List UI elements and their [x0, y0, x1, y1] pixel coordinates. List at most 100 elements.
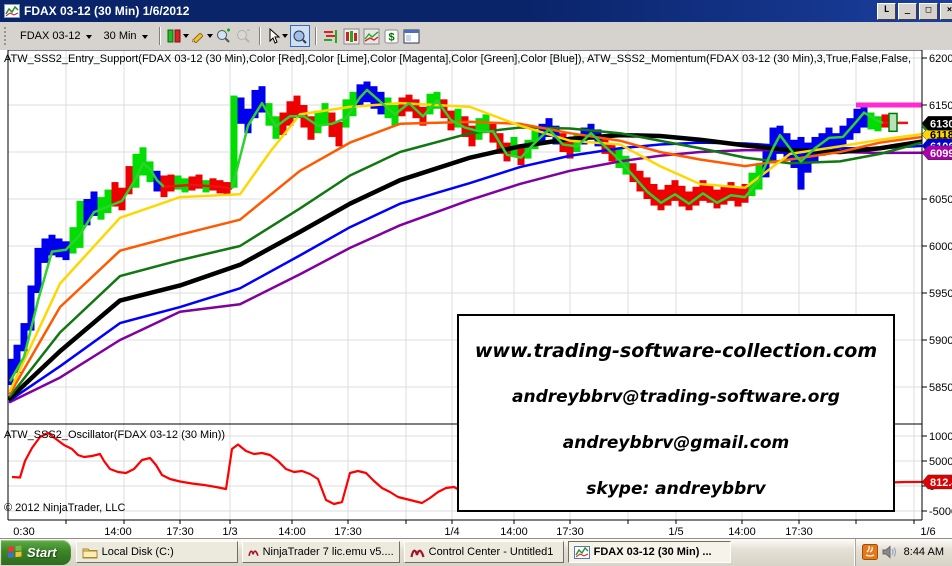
drawing-tools-button[interactable] — [190, 25, 214, 47]
ninjatrader-icon — [410, 549, 425, 557]
chevron-down-icon — [282, 34, 289, 38]
panel-button[interactable] — [402, 25, 422, 47]
interval-dropdown[interactable]: 30 Min — [98, 28, 154, 44]
task-control-center[interactable]: Control Center - Untitled1 — [403, 541, 564, 563]
interval-label: 30 Min — [103, 30, 137, 42]
svg-text:14:00: 14:00 — [278, 526, 306, 538]
svg-text:5900.0: 5900.0 — [929, 335, 952, 347]
svg-text:1/5: 1/5 — [668, 526, 683, 538]
price-levels-icon — [324, 29, 338, 43]
chevron-down-icon — [207, 34, 214, 38]
svg-text:1/3: 1/3 — [222, 526, 237, 538]
price-levels-button[interactable] — [322, 25, 342, 47]
svg-text:6118.5: 6118.5 — [930, 130, 952, 142]
dollar-button[interactable]: $ — [382, 25, 402, 47]
watermark-url: www.trading-software-collection.com — [474, 340, 878, 362]
watermark-email-1: andreybbrv@trading-software.org — [512, 387, 840, 407]
taskbar: Start Local Disk (C:) NinjaTrader 7 lic.… — [0, 538, 952, 566]
svg-text:$: $ — [389, 31, 395, 43]
watermark-skype: skype: andreybbrv — [586, 479, 766, 499]
svg-text:812.42: 812.42 — [930, 477, 952, 489]
task-ninjatrader[interactable]: NinjaTrader 7 lic.emu v5.... — [241, 541, 400, 563]
oscillator-label: ATW_SSS2_Oscillator(FDAX 03-12 (30 Min)) — [4, 429, 226, 441]
windows-logo-icon — [8, 545, 22, 558]
indicators-icon — [363, 28, 380, 44]
svg-text:5000: 5000 — [929, 456, 952, 468]
draw-icon — [191, 32, 204, 44]
toolbar-separator — [158, 27, 161, 45]
toolbar-separator — [314, 27, 317, 45]
watermark-email-2: andreybbrv@gmail.com — [562, 433, 790, 453]
panel-icon — [403, 29, 420, 43]
instrument-dropdown[interactable]: FDAX 03-12 — [14, 28, 98, 44]
svg-text:17:30: 17:30 — [334, 526, 362, 538]
svg-text:14:00: 14:00 — [104, 526, 132, 538]
task-local-disk[interactable]: Local Disk (C:) — [75, 541, 238, 563]
task-label: Control Center - Untitled1 — [428, 546, 554, 558]
price-chart-canvas[interactable]: 6200.06150.06100.06050.06000.05950.05900… — [0, 50, 952, 538]
task-label: FDAX 03-12 (30 Min) ... — [593, 546, 712, 558]
toolbar-separator — [258, 27, 261, 45]
svg-text:6130.5: 6130.5 — [930, 118, 952, 130]
svg-text:0:30: 0:30 — [13, 526, 34, 538]
volume-icon[interactable] — [882, 545, 898, 559]
chart-area[interactable]: 6200.06150.06100.06050.06000.05950.05900… — [0, 50, 952, 538]
cursor-icon — [269, 28, 281, 44]
svg-text:-5000: -5000 — [929, 506, 952, 518]
chart-type-icon — [343, 28, 360, 44]
chevron-down-icon — [141, 34, 148, 39]
copyright-label: © 2012 NinjaTrader, LLC — [4, 502, 126, 514]
window-title: FDAX 03-12 (30 Min) 1/6/2012 — [24, 4, 190, 18]
toolbar-grip[interactable] — [4, 27, 9, 45]
chart-window-icon — [4, 4, 20, 18]
svg-text:14:00: 14:00 — [728, 526, 756, 538]
indicators-button[interactable] — [362, 25, 382, 47]
chart-type-button[interactable] — [342, 25, 362, 47]
svg-text:1/6: 1/6 — [920, 526, 935, 538]
svg-text:17:30: 17:30 — [556, 526, 584, 538]
system-tray: 8:44 AM — [854, 538, 952, 566]
zoom-in-icon — [217, 28, 231, 43]
task-fdax-chart[interactable]: FDAX 03-12 (30 Min) ... — [567, 541, 731, 563]
svg-text:6050.0: 6050.0 — [929, 194, 952, 206]
watermark-box: www.trading-software-collection.com andr… — [457, 314, 895, 512]
svg-text:5850.0: 5850.0 — [929, 382, 952, 394]
svg-text:6000.0: 6000.0 — [929, 241, 952, 253]
ninjatrader-icon — [247, 549, 259, 556]
link-button[interactable]: L — [877, 2, 896, 20]
minimize-button[interactable]: _ — [898, 2, 917, 20]
chart-toolbar: FDAX 03-12 30 Min — [0, 22, 952, 51]
task-label: NinjaTrader 7 lic.emu v5.... — [262, 546, 394, 558]
zoom-out-button[interactable] — [234, 25, 254, 47]
svg-text:17:30: 17:30 — [166, 526, 194, 538]
data-box-icon — [293, 30, 307, 44]
start-button[interactable]: Start — [1, 539, 71, 565]
zoom-out-icon — [237, 28, 251, 43]
zoom-in-button[interactable] — [214, 25, 234, 47]
taskbar-clock[interactable]: 8:44 AM — [903, 546, 944, 558]
svg-text:6150.0: 6150.0 — [929, 100, 952, 112]
java-icon[interactable] — [861, 544, 878, 560]
svg-text:17:30: 17:30 — [785, 526, 813, 538]
svg-text:6200.0: 6200.0 — [929, 53, 952, 65]
svg-text:14:00: 14:00 — [500, 526, 528, 538]
instrument-label: FDAX 03-12 — [20, 30, 81, 42]
task-label: Local Disk (C:) — [101, 546, 174, 558]
chevron-down-icon — [85, 34, 92, 39]
cursor-button[interactable] — [266, 25, 290, 47]
svg-text:5950.0: 5950.0 — [929, 288, 952, 300]
maximize-button[interactable]: □ — [919, 2, 938, 20]
chart-style-icon — [167, 29, 181, 43]
svg-text:6099.2: 6099.2 — [930, 148, 952, 160]
data-box-button[interactable] — [289, 25, 310, 47]
dollar-icon: $ — [384, 29, 399, 43]
svg-text:10000: 10000 — [929, 431, 952, 443]
close-button[interactable]: × — [940, 2, 952, 20]
window-titlebar[interactable]: FDAX 03-12 (30 Min) 1/6/2012 L _ □ × — [0, 0, 952, 22]
svg-text:1/4: 1/4 — [444, 526, 459, 538]
indicator-label: ATW_SSS2_Entry_Support(FDAX 03-12 (30 Mi… — [4, 53, 912, 65]
chevron-down-icon — [182, 34, 189, 38]
chart-style-button[interactable] — [166, 25, 190, 47]
start-label: Start — [27, 544, 57, 560]
